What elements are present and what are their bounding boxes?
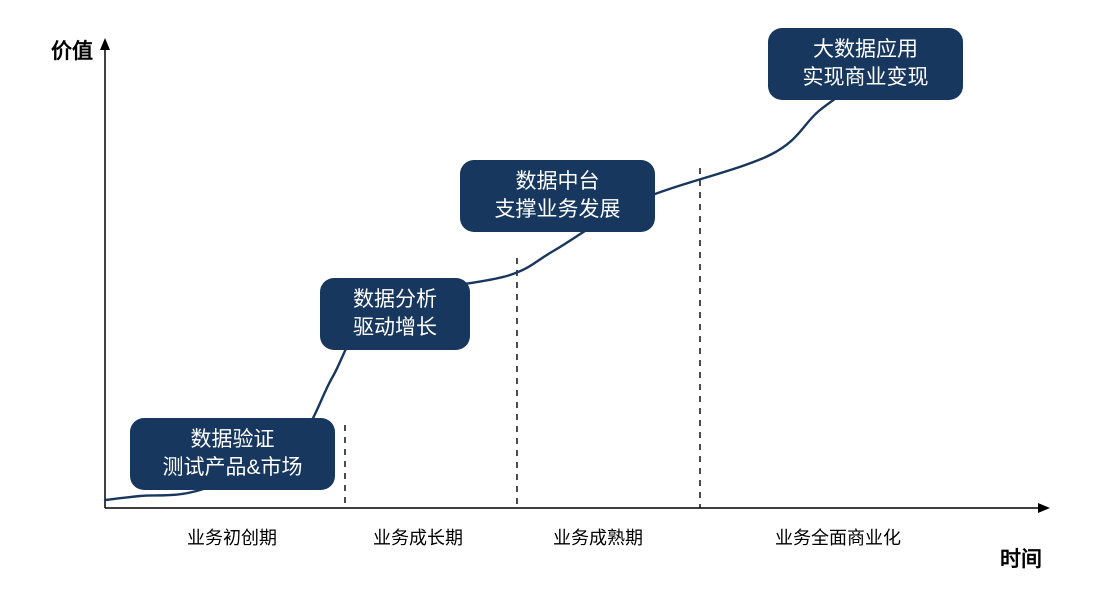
stage-3: 数据中台支撑业务发展 bbox=[460, 160, 655, 232]
x-tick-label-1: 业务初创期 bbox=[187, 524, 277, 550]
diagram-container: 价值 时间 业务初创期 业务成长期 业务成熟期 业务全面商业化 数据验证测试产品&市场… bbox=[0, 0, 1112, 596]
stage-3-line1: 数据中台 bbox=[516, 168, 600, 196]
stage-1: 数据验证测试产品&市场 bbox=[130, 418, 335, 490]
stage-3-line2: 支撑业务发展 bbox=[495, 196, 621, 224]
x-tick-label-2: 业务成长期 bbox=[373, 524, 463, 550]
stage-4-line1: 大数据应用 bbox=[813, 36, 918, 64]
x-axis-label: 时间 bbox=[1000, 543, 1042, 573]
stage-2: 数据分析驱动增长 bbox=[320, 278, 470, 350]
y-axis-label: 价值 bbox=[51, 35, 93, 65]
stage-1-line1: 数据验证 bbox=[191, 426, 275, 454]
x-tick-label-4: 业务全面商业化 bbox=[775, 524, 901, 550]
stage-4: 大数据应用实现商业变现 bbox=[768, 28, 963, 100]
stage-2-line1: 数据分析 bbox=[353, 286, 437, 314]
stage-1-line2: 测试产品&市场 bbox=[162, 454, 302, 482]
stage-4-line2: 实现商业变现 bbox=[803, 64, 929, 92]
x-tick-label-3: 业务成熟期 bbox=[553, 524, 643, 550]
stage-2-line2: 驱动增长 bbox=[353, 314, 437, 342]
